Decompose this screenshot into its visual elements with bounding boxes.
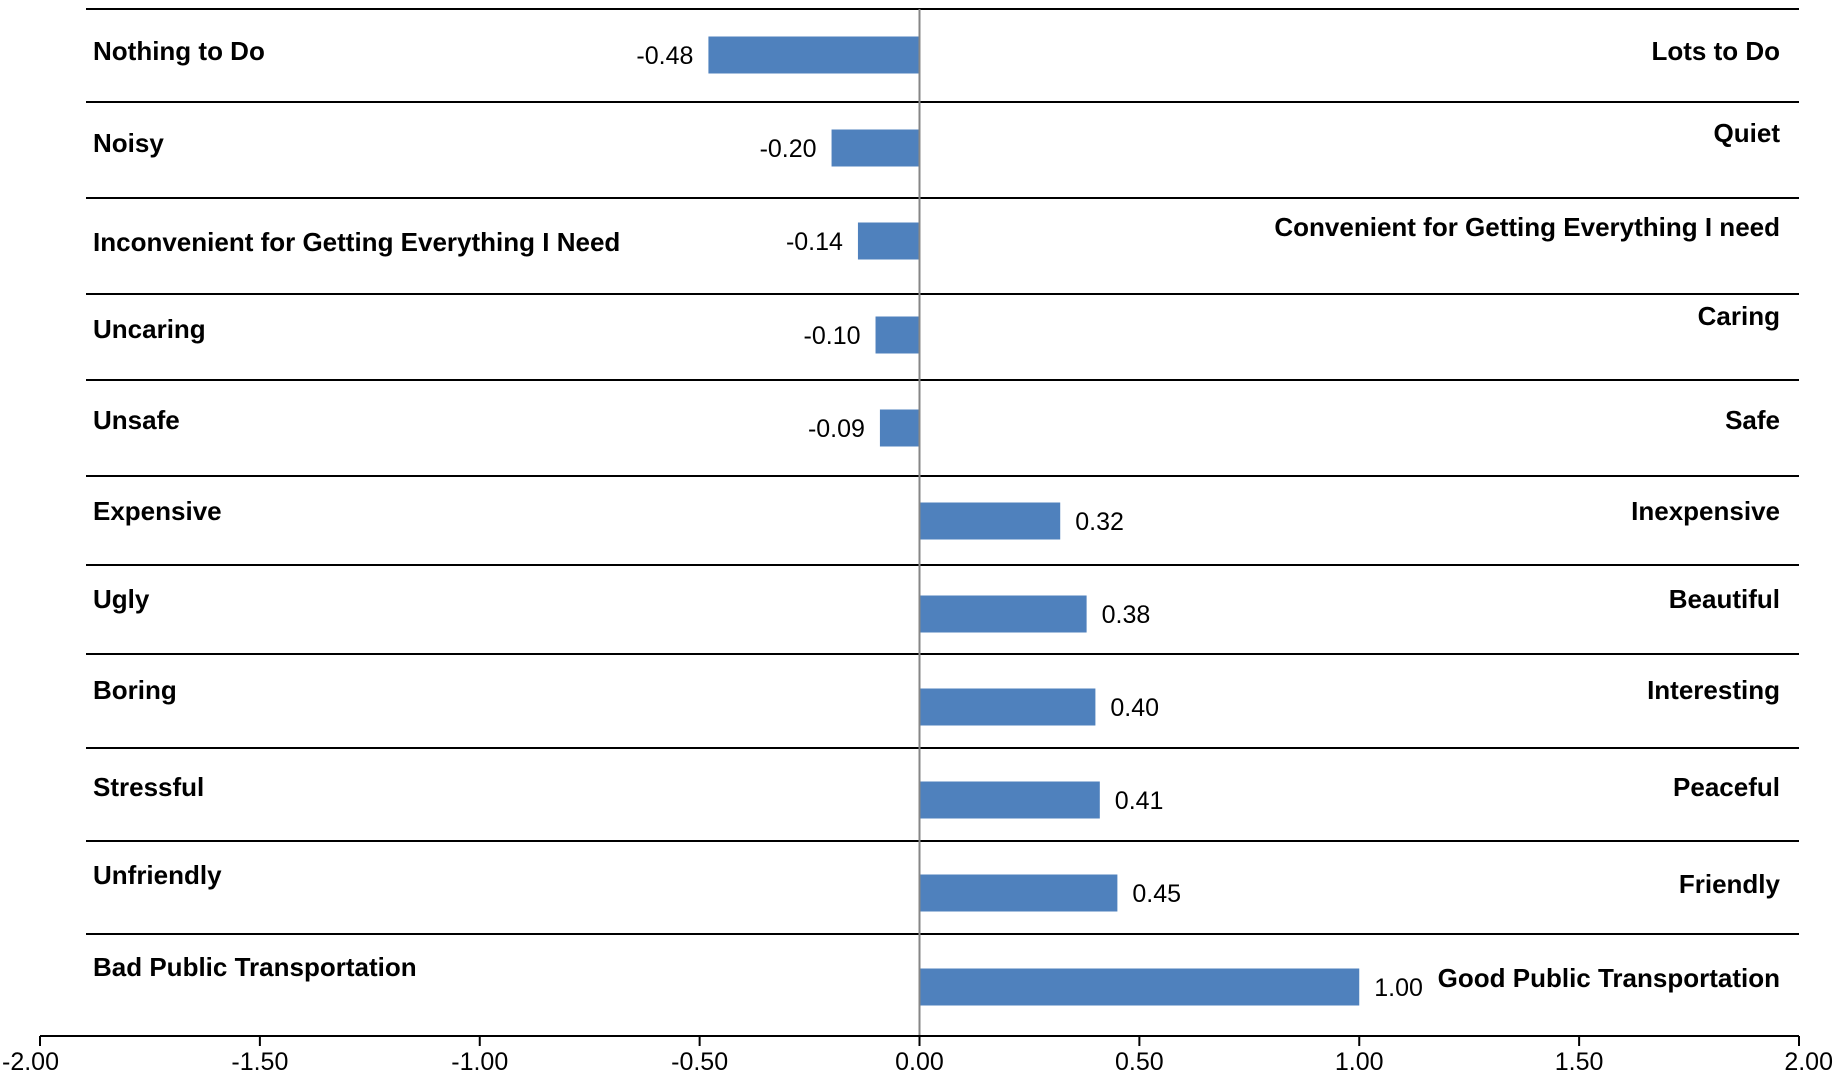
bar-9 — [919, 874, 1118, 912]
left-pole-label-3: Uncaring — [93, 314, 206, 344]
left-pole-label-8: Stressful — [93, 772, 204, 802]
bar-8 — [919, 781, 1100, 819]
right-pole-label-6: Beautiful — [1669, 584, 1780, 614]
left-pole-label-0: Nothing to Do — [93, 36, 265, 66]
bar-3 — [875, 316, 920, 354]
x-tick-label-4: 0.00 — [895, 1048, 944, 1076]
x-tick-label-0: -2.00 — [2, 1048, 59, 1076]
bar-5 — [919, 502, 1061, 540]
right-pole-label-7: Interesting — [1647, 675, 1780, 705]
x-axis: -2.00 -1.50 -1.00 -0.50 0.00 0.50 1.00 1.50 2.00 — [2, 1035, 1833, 1076]
right-pole-labels: Lots to Do Quiet Convenient for Getting Ev… — [1274, 36, 1780, 993]
x-tick-label-8: 2.00 — [1784, 1048, 1833, 1076]
left-pole-label-6: Ugly — [93, 584, 150, 614]
bar-value-label-2: -0.14 — [786, 228, 843, 256]
x-tick-label-5: 0.50 — [1115, 1048, 1164, 1076]
bar-4 — [879, 409, 920, 447]
right-pole-label-1: Quiet — [1714, 118, 1781, 148]
left-pole-label-4: Unsafe — [93, 405, 180, 435]
bar-value-label-1: -0.20 — [760, 135, 817, 163]
bars — [708, 36, 1360, 1006]
bar-1 — [831, 129, 920, 167]
bar-value-label-6: 0.38 — [1102, 601, 1151, 629]
bar-value-labels: -0.48 -0.20 -0.14 -0.10 -0.09 0.32 0.38 0.40 0.4… — [636, 42, 1422, 1002]
bar-value-label-3: -0.10 — [804, 322, 861, 350]
left-pole-label-7: Boring — [93, 675, 177, 705]
right-pole-label-3: Caring — [1698, 301, 1780, 331]
right-pole-label-0: Lots to Do — [1651, 36, 1780, 66]
bar-value-label-7: 0.40 — [1110, 694, 1159, 722]
left-pole-labels: Nothing to Do Noisy Inconvenient for Getti… — [93, 36, 620, 982]
bar-0 — [708, 36, 920, 74]
right-pole-label-5: Inexpensive — [1631, 496, 1780, 526]
right-pole-label-8: Peaceful — [1673, 772, 1780, 802]
left-pole-label-9: Unfriendly — [93, 860, 222, 890]
x-tick-label-6: 1.00 — [1335, 1048, 1384, 1076]
right-pole-label-2: Convenient for Getting Everything I need — [1274, 212, 1780, 242]
left-pole-label-5: Expensive — [93, 496, 222, 526]
bar-7 — [919, 688, 1096, 726]
bar-value-label-10: 1.00 — [1374, 974, 1423, 1002]
bar-6 — [919, 595, 1087, 633]
bar-value-label-8: 0.41 — [1115, 787, 1164, 815]
bar-value-label-0: -0.48 — [636, 42, 693, 70]
x-tick-label-7: 1.50 — [1555, 1048, 1604, 1076]
bar-10 — [919, 968, 1360, 1006]
right-pole-label-4: Safe — [1725, 405, 1780, 435]
right-pole-label-10: Good Public Transportation — [1438, 963, 1780, 993]
right-pole-label-9: Friendly — [1679, 869, 1781, 899]
bar-value-label-5: 0.32 — [1075, 508, 1124, 536]
bar-value-label-9: 0.45 — [1132, 880, 1181, 908]
x-tick-label-2: -1.00 — [451, 1048, 508, 1076]
left-pole-label-2: Inconvenient for Getting Everything I Ne… — [93, 227, 620, 257]
bar-2 — [857, 222, 920, 260]
row-separators — [86, 8, 1799, 935]
left-pole-label-1: Noisy — [93, 128, 164, 158]
left-pole-label-10: Bad Public Transportation — [93, 952, 417, 982]
x-tick-label-1: -1.50 — [231, 1048, 288, 1076]
x-tick-label-3: -0.50 — [671, 1048, 728, 1076]
bar-value-label-4: -0.09 — [808, 415, 865, 443]
